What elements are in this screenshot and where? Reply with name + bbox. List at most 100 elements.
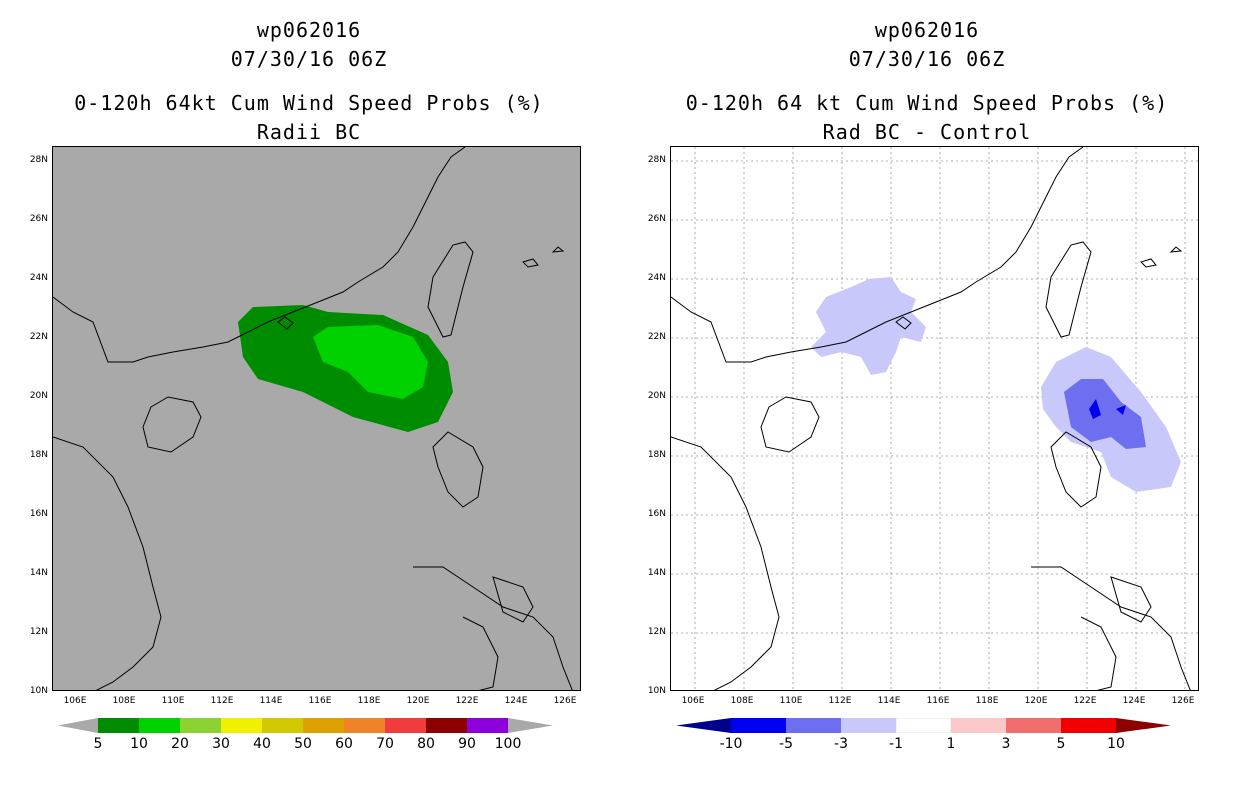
lat-label: 14N [647, 568, 666, 578]
colorbar-end-left [58, 718, 98, 733]
colorbar-label: 5 [93, 736, 103, 752]
colorbar [58, 718, 553, 733]
colorbar-swatch [786, 718, 841, 733]
datetime-title: 07/30/16 06Z [230, 47, 388, 71]
lon-label: 108E [112, 696, 136, 706]
storm-id-title: wp062016 [874, 18, 980, 42]
probability-map [52, 146, 581, 691]
product-title: 0-120h 64 kt Cum Wind Speed Probs (%) [685, 91, 1169, 115]
lat-label: 26N [647, 214, 666, 224]
colorbar-swatch [344, 718, 385, 733]
product-title: 0-120h 64kt Cum Wind Speed Probs (%) [74, 91, 544, 115]
lon-label: 120E [1024, 696, 1048, 706]
colorbar-end-right [508, 718, 553, 733]
colorbar-label: -3 [834, 736, 848, 752]
lat-label: 12N [647, 627, 666, 637]
lat-label: 22N [29, 332, 48, 342]
lon-label: 122E [455, 696, 479, 706]
lon-label: 116E [308, 696, 332, 706]
lat-label: 28N [647, 155, 666, 165]
colorbar-label: 3 [1001, 736, 1011, 752]
lon-label: 124E [504, 696, 528, 706]
colorbar-label: 70 [376, 736, 394, 752]
storm-id-title: wp062016 [256, 18, 362, 42]
subtitle: Radii BC [256, 120, 362, 144]
colorbar-label: 1 [946, 736, 956, 752]
colorbar-swatch [951, 718, 1006, 733]
lon-label: 110E [779, 696, 803, 706]
colorbar-label: 20 [171, 736, 189, 752]
colorbar-swatch [262, 718, 303, 733]
lat-label: 28N [29, 155, 48, 165]
colorbar-swatch [1061, 718, 1116, 733]
lon-label: 118E [975, 696, 999, 706]
lon-label: 122E [1073, 696, 1097, 706]
lat-label: 18N [29, 450, 48, 460]
colorbar-label: -1 [889, 736, 903, 752]
diff-neg3-area [811, 277, 926, 375]
lat-label: 24N [647, 273, 666, 283]
colorbar-swatch [221, 718, 262, 733]
lat-label: 18N [647, 450, 666, 460]
lon-label: 112E [828, 696, 852, 706]
colorbar-end-left [676, 718, 731, 733]
lon-label: 114E [259, 696, 283, 706]
lat-label: 16N [29, 509, 48, 519]
lon-label: 118E [357, 696, 381, 706]
colorbar-swatch [841, 718, 896, 733]
subtitle: Rad BC - Control [822, 120, 1032, 144]
datetime-title: 07/30/16 06Z [848, 47, 1006, 71]
colorbar-label: 5 [1056, 736, 1066, 752]
colorbar-swatch [139, 718, 180, 733]
diff-neg10-area [1116, 405, 1126, 415]
right-panel: wp062016 07/30/16 06Z 0-120h 64 kt Cum W… [618, 0, 1236, 800]
lat-label: 22N [647, 332, 666, 342]
lon-label: 112E [210, 696, 234, 706]
lat-label: 14N [29, 568, 48, 578]
colorbar-swatch [303, 718, 344, 733]
colorbar-label: -10 [719, 736, 743, 752]
left-panel: wp062016 07/30/16 06Z 0-120h 64kt Cum Wi… [29, 18, 581, 752]
lat-label: 20N [29, 391, 48, 401]
lon-label: 110E [161, 696, 185, 706]
lon-label: 120E [406, 696, 430, 706]
colorbar-swatch [731, 718, 786, 733]
colorbar-label: 10 [1107, 736, 1125, 752]
colorbar-label: 50 [294, 736, 312, 752]
colorbar-swatch [1006, 718, 1061, 733]
lon-label: 106E [63, 696, 87, 706]
colorbar-swatch [467, 718, 508, 733]
colorbar-label: -5 [779, 736, 793, 752]
lon-label: 126E [1171, 696, 1195, 706]
lat-label: 10N [647, 686, 666, 696]
lat-label: 24N [29, 273, 48, 283]
coastline [671, 147, 1191, 690]
difference-map [670, 146, 1199, 691]
lon-label: 114E [877, 696, 901, 706]
prob-10-20-area [313, 325, 428, 399]
colorbar-label: 90 [458, 736, 476, 752]
colorbar-end-right [1116, 718, 1171, 733]
colorbar-swatch [385, 718, 426, 733]
lon-label: 116E [926, 696, 950, 706]
lon-label: 108E [730, 696, 754, 706]
colorbar-label: 60 [335, 736, 353, 752]
colorbar-label: 30 [212, 736, 230, 752]
colorbar-swatch [180, 718, 221, 733]
lat-label: 12N [29, 627, 48, 637]
lon-label: 124E [1122, 696, 1146, 706]
coastline [53, 147, 573, 690]
lat-label: 20N [647, 391, 666, 401]
diff-neg5-area [1064, 379, 1146, 449]
diff-neg10-area [1089, 399, 1101, 419]
colorbar-label: 100 [494, 736, 522, 752]
colorbar-label: 40 [253, 736, 271, 752]
lon-label: 126E [553, 696, 577, 706]
lon-label: 106E [681, 696, 705, 706]
lat-label: 16N [647, 509, 666, 519]
colorbar-swatch [98, 718, 139, 733]
colorbar-label: 10 [130, 736, 148, 752]
lat-label: 26N [29, 214, 48, 224]
lat-label: 10N [29, 686, 48, 696]
colorbar [676, 718, 1171, 733]
